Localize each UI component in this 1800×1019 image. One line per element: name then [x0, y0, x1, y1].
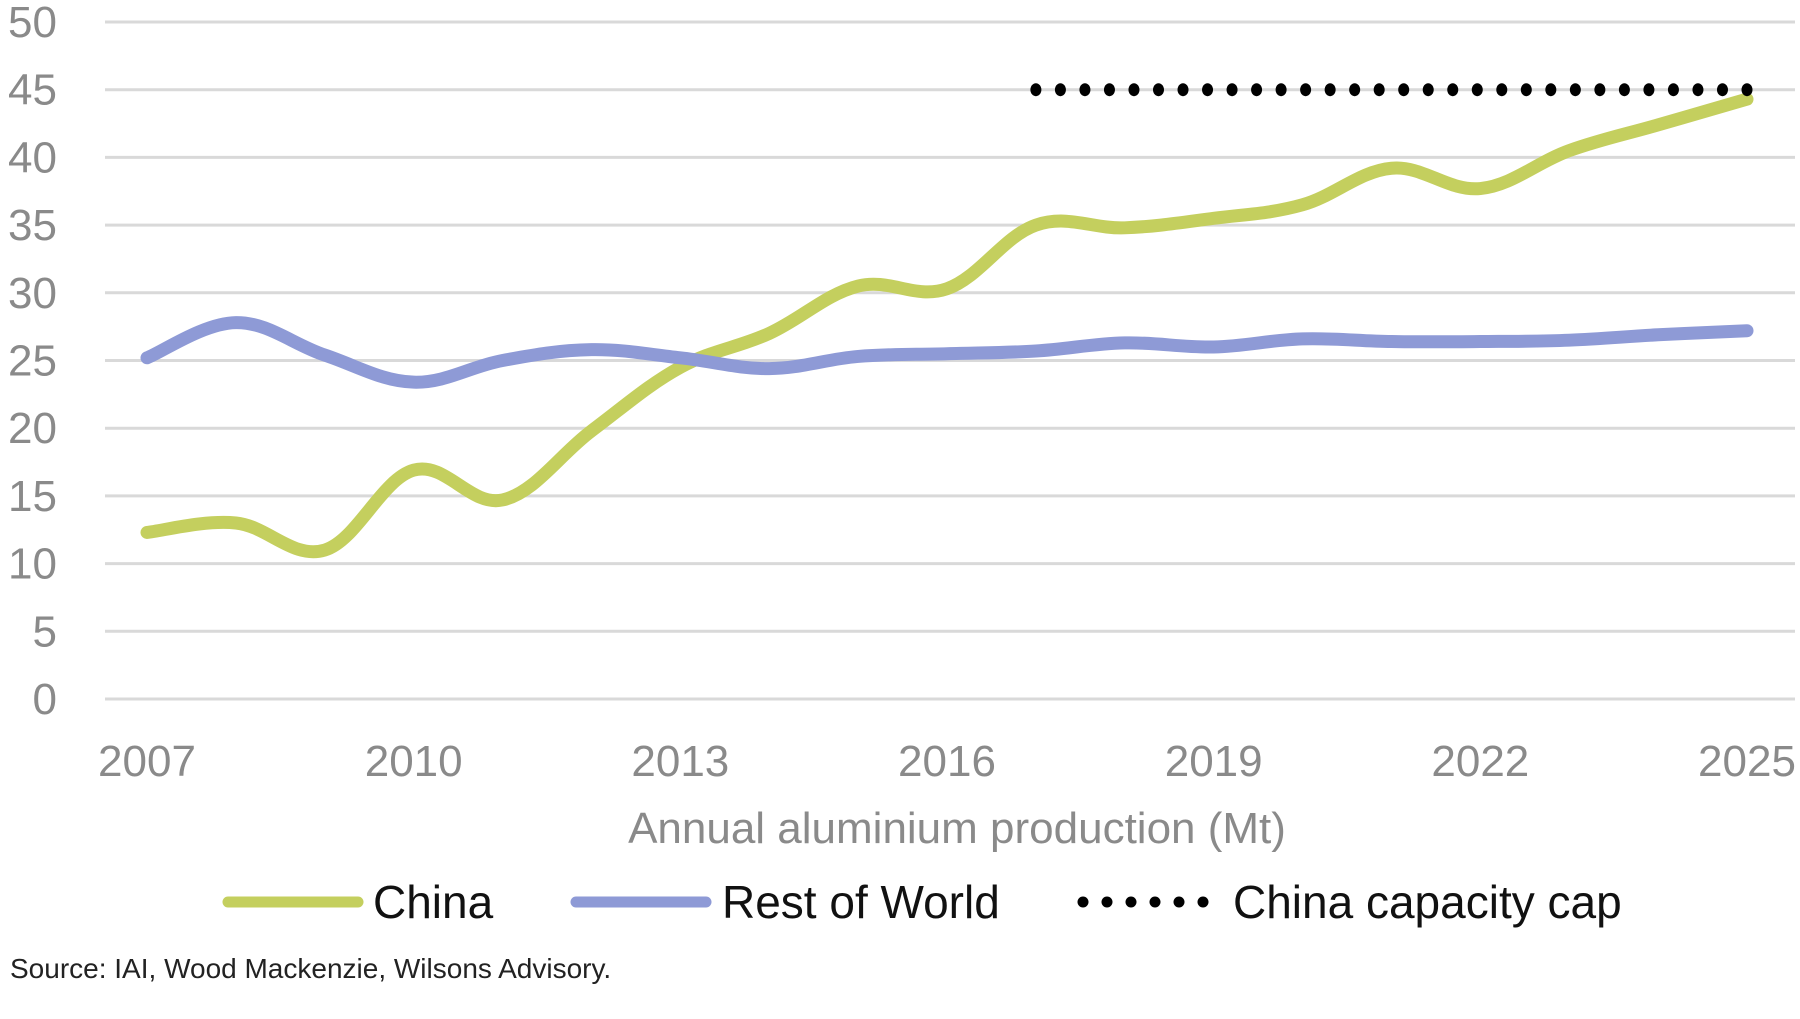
- legend-label: China: [373, 876, 494, 928]
- cap-dot: [1643, 83, 1655, 97]
- y-tick-label: 50: [8, 0, 57, 47]
- y-tick-label: 0: [33, 675, 57, 724]
- cap-dot: [1349, 83, 1361, 97]
- cap-dot: [1496, 83, 1508, 97]
- x-tick-label: 2007: [98, 737, 196, 786]
- cap-dot: [1569, 83, 1581, 97]
- legend-swatch-dot: [1077, 896, 1089, 908]
- cap-dot: [1177, 83, 1189, 97]
- cap-dot: [1324, 83, 1336, 97]
- legend-item-china: China: [222, 876, 494, 928]
- x-tick-label: 2022: [1431, 737, 1529, 786]
- cap-dot: [1275, 83, 1287, 97]
- cap-dot: [1054, 83, 1066, 97]
- cap-dot: [1594, 83, 1606, 97]
- cap-dot: [1128, 83, 1140, 97]
- y-tick-label: 25: [8, 337, 57, 386]
- series-china-capacity-cap: [1030, 83, 1753, 97]
- cap-dot: [1741, 83, 1753, 97]
- cap-dot: [1226, 83, 1238, 97]
- cap-dot: [1251, 83, 1263, 97]
- cap-dot: [1030, 83, 1042, 97]
- y-tick-label: 40: [8, 133, 57, 182]
- x-tick-label: 2025: [1698, 737, 1796, 786]
- legend-item-rest-of-world: Rest of World: [570, 876, 1000, 928]
- x-axis-title: Annual aluminium production (Mt): [628, 804, 1286, 853]
- cap-dot: [1300, 83, 1312, 97]
- legend-label: China capacity cap: [1233, 876, 1622, 928]
- cap-dot: [1152, 83, 1164, 97]
- cap-dot: [1692, 83, 1704, 97]
- cap-dot: [1618, 83, 1630, 97]
- cap-dot: [1422, 83, 1434, 97]
- x-tick-label: 2013: [631, 737, 729, 786]
- cap-dot: [1667, 83, 1679, 97]
- cap-dot: [1202, 83, 1214, 97]
- series-china-line: [140, 92, 1754, 559]
- cap-dot: [1103, 83, 1115, 97]
- cap-dot: [1471, 83, 1483, 97]
- cap-dot: [1373, 83, 1385, 97]
- y-tick-label: 20: [8, 404, 57, 453]
- x-tick-label: 2016: [898, 737, 996, 786]
- cap-dot: [1447, 83, 1459, 97]
- y-tick-label: 35: [8, 201, 57, 250]
- legend-swatch-dot: [1125, 896, 1137, 908]
- legend-swatch-dot: [1149, 896, 1161, 908]
- cap-dot: [1520, 83, 1532, 97]
- y-tick-label: 10: [8, 540, 57, 589]
- cap-dot: [1716, 83, 1728, 97]
- y-tick-label: 45: [8, 66, 57, 115]
- y-tick-label: 15: [8, 472, 57, 521]
- series-lines: [140, 83, 1754, 559]
- gridlines: [105, 20, 1795, 701]
- y-axis-ticks: 0 5 10 15 20 25 30 35 40 45 50: [8, 0, 57, 724]
- y-tick-label: 5: [33, 607, 57, 656]
- legend-swatch-dot: [1197, 896, 1209, 908]
- cap-dot: [1398, 83, 1410, 97]
- legend-swatch-dot: [1101, 896, 1113, 908]
- cap-dot: [1545, 83, 1557, 97]
- x-tick-label: 2010: [365, 737, 463, 786]
- legend: China Rest of World China capacity cap: [222, 876, 1622, 928]
- legend-label: Rest of World: [722, 876, 1000, 928]
- x-tick-label: 2019: [1165, 737, 1263, 786]
- cap-dot: [1079, 83, 1091, 97]
- y-tick-label: 30: [8, 269, 57, 318]
- legend-swatch-dot: [1173, 896, 1185, 908]
- series-rest-of-world-line: [140, 316, 1754, 389]
- x-axis-ticks: 2007 2010 2013 2016 2019 2022 2025: [98, 737, 1796, 786]
- source-note: Source: IAI, Wood Mackenzie, Wilsons Adv…: [10, 953, 611, 984]
- legend-item-china-capacity-cap: China capacity cap: [1077, 876, 1622, 928]
